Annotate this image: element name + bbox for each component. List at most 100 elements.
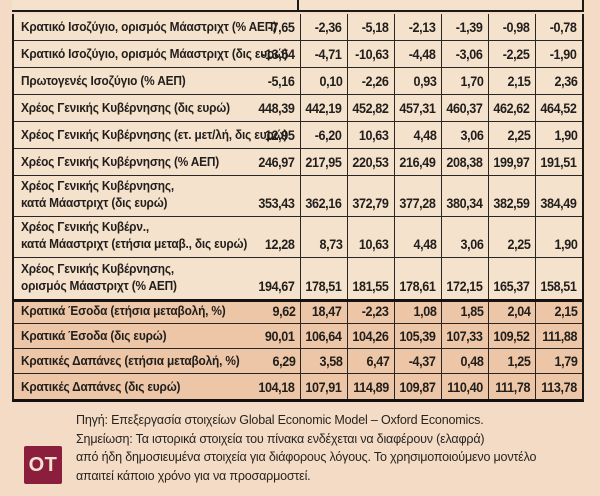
row-value: 0,48 xyxy=(459,354,483,369)
row-value: 2,04 xyxy=(506,304,530,319)
row-value: 2,15 xyxy=(506,74,530,89)
value-cell: 111,78 xyxy=(488,374,535,399)
value-cell: -0,78 xyxy=(535,14,582,40)
value-cell: 452,82 xyxy=(347,95,394,121)
value-cell: 178,51 xyxy=(300,258,347,299)
value-cell: 3,06 xyxy=(441,217,488,257)
row-value: 353,43 xyxy=(258,196,296,211)
value-cell: -2,25 xyxy=(488,41,535,67)
row-value: 10,63 xyxy=(359,128,389,143)
row-value: 105,39 xyxy=(399,329,437,344)
row-label: Χρέος Γενικής Κυβέρν., κατά Μάαστριχτ (ε… xyxy=(21,219,248,251)
value-cell: 105,39 xyxy=(394,324,441,348)
row-value: 2,15 xyxy=(553,304,577,319)
value-cell: 109,87 xyxy=(394,374,441,399)
table-row: Χρέος Γενικής Κυβέρν., κατά Μάαστριχτ (ε… xyxy=(14,217,582,258)
row-value: 382,59 xyxy=(493,196,531,211)
table-row: Κρατικά Έσοδα (ετήσια μεταβολή, %) 9,62 1… xyxy=(14,299,582,324)
value-cell: 372,79 xyxy=(347,176,394,216)
row-value: -1,90 xyxy=(550,47,577,62)
cropped-header-row xyxy=(12,0,584,12)
row-value: 12,95 xyxy=(265,128,295,143)
value-cell: 8,73 xyxy=(300,217,347,257)
value-cell: 220,53 xyxy=(347,149,394,175)
value-cell: 104,26 xyxy=(347,324,394,348)
value-cell: 10,63 xyxy=(347,217,394,257)
value-cell: 460,37 xyxy=(441,95,488,121)
value-cell: 2,15 xyxy=(488,68,535,94)
value-cell: 442,19 xyxy=(300,95,347,121)
row-label: Κρατικά Έσοδα (ετήσια μεταβολή, %) xyxy=(21,302,226,318)
row-value: 362,16 xyxy=(305,196,343,211)
value-cell: -2,13 xyxy=(394,14,441,40)
value-cell: -4,48 xyxy=(394,41,441,67)
value-cell: 0,48 xyxy=(441,349,488,373)
table-row: Κρατικό Ισοζύγιο, ορισμός Μάαστριχτ (δις… xyxy=(14,41,582,68)
row-value: 113,78 xyxy=(541,380,577,395)
row-label: Χρέος Γενικής Κυβέρνησης (δις ευρώ) xyxy=(21,99,230,115)
row-value: 194,67 xyxy=(258,279,296,294)
value-cell: -2,23 xyxy=(347,302,394,323)
label-cell: Χρέος Γενικής Κυβέρνησης (ετ. μετ/λή, δι… xyxy=(14,122,300,148)
row-value: -4,71 xyxy=(315,47,342,62)
value-cell: -1,39 xyxy=(441,14,488,40)
row-value: -2,13 xyxy=(409,20,436,35)
value-cell: 217,95 xyxy=(300,149,347,175)
value-cell: 380,34 xyxy=(441,176,488,216)
row-value: 460,37 xyxy=(446,101,484,116)
row-value: -5,18 xyxy=(362,20,389,35)
value-cell: 2,04 xyxy=(488,302,535,323)
label-cell: Χρέος Γενικής Κυβέρνησης (% ΑΕΠ) 246,97 xyxy=(14,149,300,175)
row-value: 111,78 xyxy=(495,380,530,395)
row-value: 111,88 xyxy=(542,329,577,344)
value-cell: 199,97 xyxy=(488,149,535,175)
value-cell: -4,37 xyxy=(394,349,441,373)
row-value: 178,61 xyxy=(399,279,437,294)
value-cell: 384,49 xyxy=(535,176,582,216)
value-cell: -5,18 xyxy=(347,14,394,40)
value-cell: 107,91 xyxy=(300,374,347,399)
row-label: Χρέος Γενικής Κυβέρνησης (% ΑΕΠ) xyxy=(21,153,220,169)
row-value: -3,06 xyxy=(456,47,483,62)
row-value: 199,97 xyxy=(493,155,531,170)
row-value: 109,52 xyxy=(493,329,531,344)
row-value: -0,98 xyxy=(503,20,530,35)
row-value: 442,19 xyxy=(305,101,343,116)
table-row: Κρατικά Έσοδα (δις ευρώ) 90,01 106,64 104… xyxy=(14,324,582,349)
value-cell: -4,71 xyxy=(300,41,347,67)
value-cell: 111,88 xyxy=(535,324,582,348)
row-value: 18,47 xyxy=(312,304,342,319)
value-cell: 216,49 xyxy=(394,149,441,175)
row-value: 1,85 xyxy=(459,304,483,319)
value-cell: 114,89 xyxy=(347,374,394,399)
row-value: 172,15 xyxy=(446,279,484,294)
value-cell: 1,25 xyxy=(488,349,535,373)
row-value: 217,95 xyxy=(305,155,343,170)
value-cell: 2,25 xyxy=(488,217,535,257)
value-cell: 107,33 xyxy=(441,324,488,348)
value-cell: 191,51 xyxy=(535,149,582,175)
row-value: 384,49 xyxy=(540,196,578,211)
value-cell: 462,62 xyxy=(488,95,535,121)
value-cell: 110,40 xyxy=(441,374,488,399)
label-cell: Χρέος Γενικής Κυβέρνησης, ορισμός Μάαστρ… xyxy=(14,258,300,299)
row-label: Κρατικό Ισοζύγιο, ορισμός Μάαστριχτ (δις… xyxy=(21,45,288,61)
row-value: 1,08 xyxy=(412,304,436,319)
row-value: -4,48 xyxy=(409,47,436,62)
value-cell: -10,63 xyxy=(347,41,394,67)
row-value: 372,79 xyxy=(352,196,390,211)
table-row: Χρέος Γενικής Κυβέρνησης (ετ. μετ/λή, δι… xyxy=(14,122,582,149)
value-cell: 382,59 xyxy=(488,176,535,216)
value-cell: -1,90 xyxy=(535,41,582,67)
value-cell: 4,48 xyxy=(394,217,441,257)
value-cell: 1,90 xyxy=(535,217,582,257)
value-cell: 1,70 xyxy=(441,68,488,94)
row-value: 1,90 xyxy=(553,128,577,143)
row-value: 246,97 xyxy=(258,155,296,170)
row-value: 10,63 xyxy=(359,237,389,252)
row-value: 457,31 xyxy=(399,101,437,116)
row-value: 109,87 xyxy=(399,380,437,395)
label-cell: Χρέος Γενικής Κυβέρνησης, κατά Μάαστριχτ… xyxy=(14,176,300,216)
source-note: Πηγή: Επεξεργασία στοιχείων Global Econo… xyxy=(76,412,484,427)
